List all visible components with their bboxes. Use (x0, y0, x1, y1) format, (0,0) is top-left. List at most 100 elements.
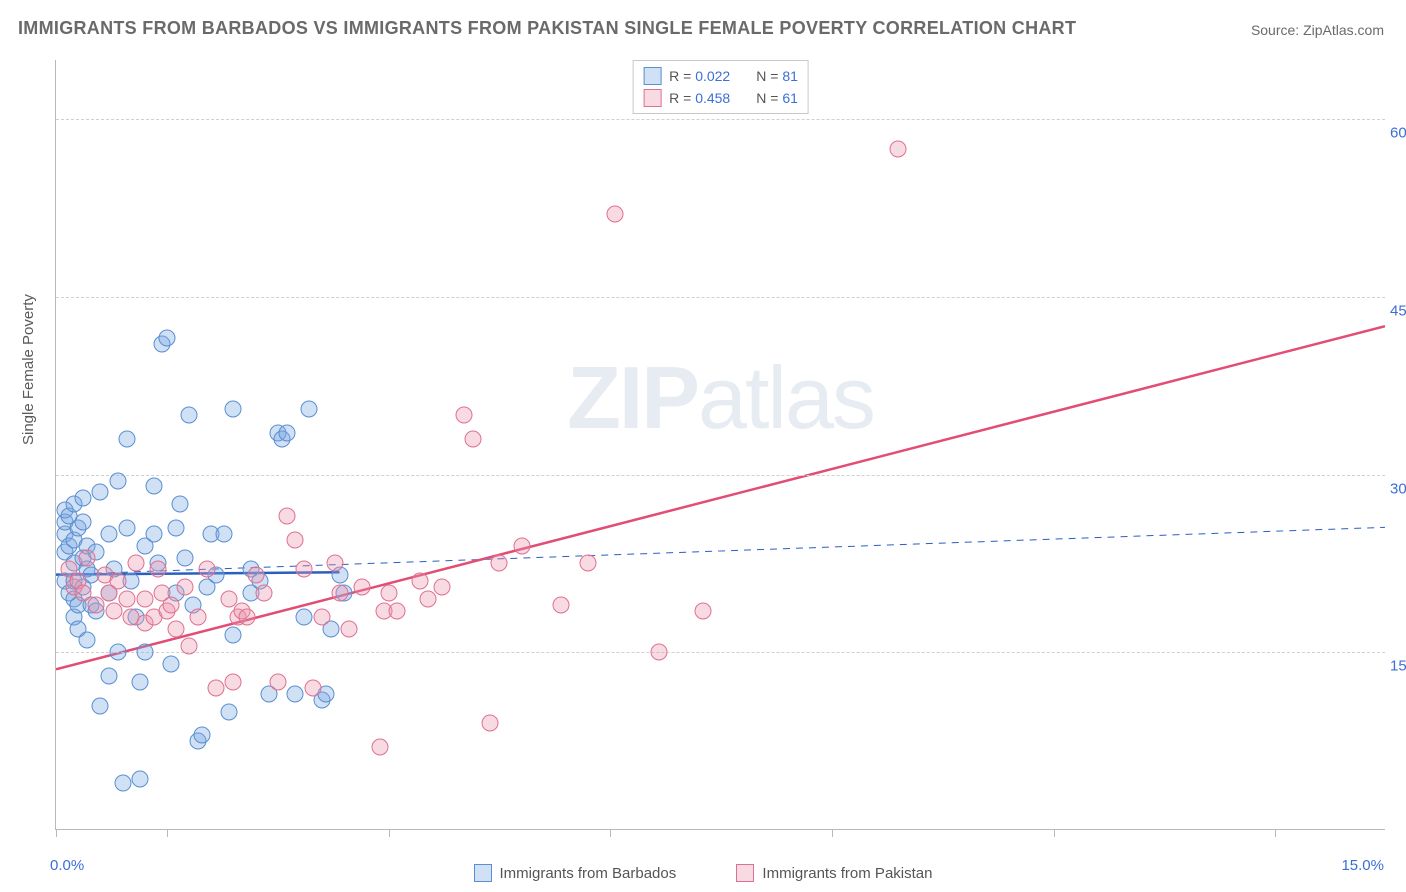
legend-top-row-2: R = 0.458 N = 61 (643, 87, 798, 109)
data-point (79, 549, 96, 566)
data-point (464, 431, 481, 448)
data-point (300, 401, 317, 418)
data-point (145, 525, 162, 542)
x-tick (1054, 829, 1055, 837)
data-point (163, 596, 180, 613)
gridline (56, 119, 1385, 120)
data-point (167, 620, 184, 637)
data-point (491, 555, 508, 572)
gridline (56, 297, 1385, 298)
legend-swatch-pakistan-bottom (736, 864, 754, 882)
source-label: Source: ZipAtlas.com (1251, 22, 1384, 38)
data-point (331, 585, 348, 602)
x-tick (56, 829, 57, 837)
data-point (118, 431, 135, 448)
data-point (287, 685, 304, 702)
y-tick-label: 30.0% (1390, 480, 1406, 497)
data-point (79, 632, 96, 649)
data-point (101, 668, 118, 685)
data-point (420, 591, 437, 608)
y-tick-label: 45.0% (1390, 302, 1406, 319)
data-point (314, 608, 331, 625)
data-point (513, 537, 530, 554)
r-label-1: R = 0.022 (669, 65, 730, 87)
data-point (87, 596, 104, 613)
legend-swatch-pakistan (643, 89, 661, 107)
data-point (101, 525, 118, 542)
data-point (105, 602, 122, 619)
data-point (225, 626, 242, 643)
data-point (132, 673, 149, 690)
legend-item-barbados: Immigrants from Barbados (474, 864, 677, 882)
scatter-plot-area: ZIPatlas R = 0.022 N = 81 R = 0.458 N = … (55, 60, 1385, 830)
trend-lines (56, 60, 1385, 829)
data-point (287, 531, 304, 548)
data-point (650, 644, 667, 661)
data-point (181, 407, 198, 424)
x-tick (389, 829, 390, 837)
legend-swatch-barbados-bottom (474, 864, 492, 882)
data-point (92, 697, 109, 714)
data-point (225, 673, 242, 690)
watermark: ZIPatlas (567, 347, 874, 449)
x-tick (167, 829, 168, 837)
chart-title: IMMIGRANTS FROM BARBADOS VS IMMIGRANTS F… (18, 18, 1076, 39)
data-point (114, 774, 131, 791)
data-point (149, 561, 166, 578)
y-axis-title: Single Female Poverty (20, 294, 37, 445)
data-point (176, 549, 193, 566)
data-point (606, 206, 623, 223)
data-point (371, 739, 388, 756)
data-point (220, 703, 237, 720)
data-point (890, 140, 907, 157)
data-point (172, 496, 189, 513)
x-tick (610, 829, 611, 837)
data-point (181, 638, 198, 655)
data-point (553, 596, 570, 613)
legend-swatch-barbados (643, 67, 661, 85)
data-point (189, 608, 206, 625)
data-point (167, 519, 184, 536)
y-tick-label: 60.0% (1390, 125, 1406, 142)
data-point (118, 591, 135, 608)
data-point (433, 579, 450, 596)
data-point (136, 644, 153, 661)
data-point (580, 555, 597, 572)
x-tick (832, 829, 833, 837)
legend-item-pakistan: Immigrants from Pakistan (736, 864, 932, 882)
data-point (110, 644, 127, 661)
data-point (411, 573, 428, 590)
data-point (340, 620, 357, 637)
data-point (127, 555, 144, 572)
data-point (207, 679, 224, 696)
r-label-2: R = 0.458 (669, 87, 730, 109)
gridline (56, 475, 1385, 476)
n-label-1: N = 81 (756, 65, 798, 87)
data-point (132, 771, 149, 788)
data-point (176, 579, 193, 596)
y-tick-label: 15.0% (1390, 658, 1406, 675)
data-point (278, 425, 295, 442)
data-point (296, 608, 313, 625)
watermark-bold: ZIP (567, 348, 698, 447)
data-point (118, 519, 135, 536)
n-label-2: N = 61 (756, 87, 798, 109)
data-point (194, 727, 211, 744)
data-point (74, 514, 91, 531)
data-point (198, 561, 215, 578)
data-point (238, 608, 255, 625)
data-point (278, 508, 295, 525)
legend-top-row-1: R = 0.022 N = 81 (643, 65, 798, 87)
data-point (163, 656, 180, 673)
data-point (225, 401, 242, 418)
data-point (110, 573, 127, 590)
x-tick (1275, 829, 1276, 837)
watermark-thin: atlas (698, 348, 874, 447)
data-point (353, 579, 370, 596)
data-point (305, 679, 322, 696)
data-point (455, 407, 472, 424)
legend-bottom: Immigrants from Barbados Immigrants from… (0, 864, 1406, 886)
data-point (695, 602, 712, 619)
data-point (380, 585, 397, 602)
data-point (389, 602, 406, 619)
